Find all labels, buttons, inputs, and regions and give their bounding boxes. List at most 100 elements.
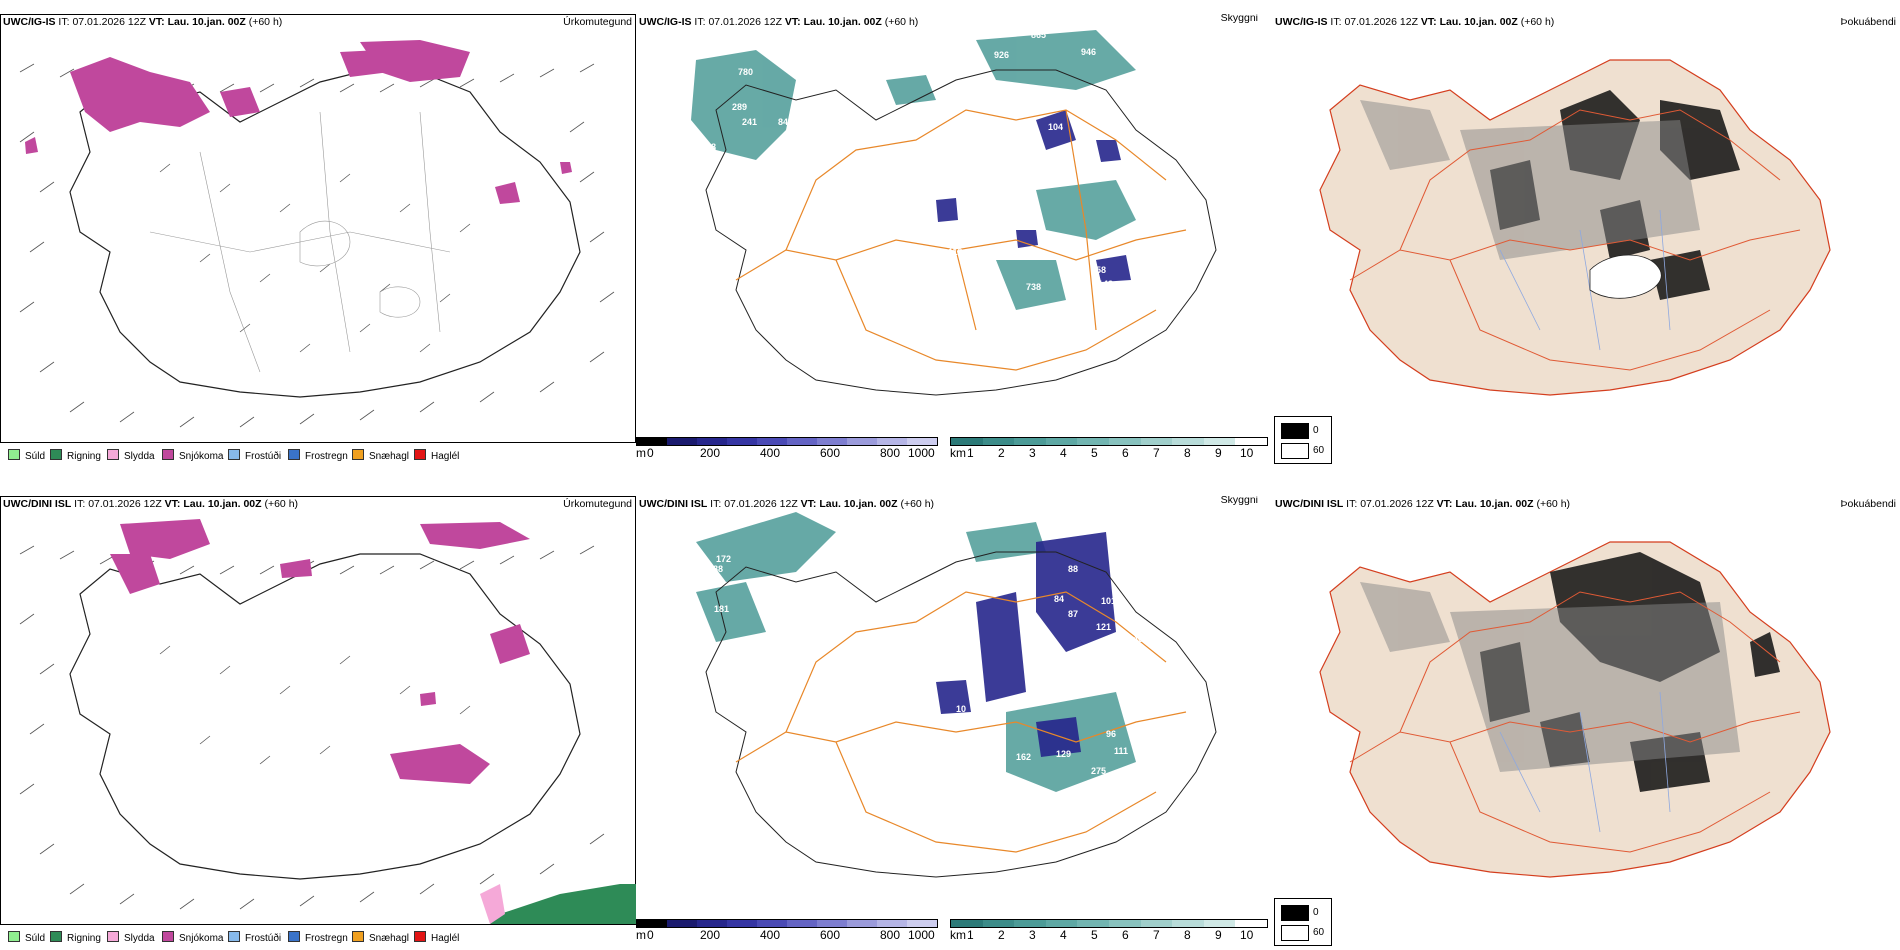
legend-label: Snæhagl bbox=[369, 451, 410, 462]
cbar-seg bbox=[637, 920, 667, 927]
vt-value: Lau. 10.jan. 00Z bbox=[1455, 498, 1534, 510]
vt-value: Lau. 10.jan. 00Z bbox=[803, 16, 882, 28]
cbar-seg bbox=[877, 920, 907, 927]
cbar-seg bbox=[1140, 438, 1173, 445]
cbar-seg bbox=[1140, 920, 1173, 927]
cbar-tick: 200 bbox=[700, 928, 721, 942]
fog-low-label: 0 bbox=[1313, 425, 1319, 436]
vis-value: 946 bbox=[1081, 47, 1096, 57]
cbar-seg bbox=[847, 920, 877, 927]
vis-value: 162 bbox=[1016, 752, 1031, 762]
swatch bbox=[352, 931, 364, 942]
vis-value: 87 bbox=[1068, 609, 1078, 619]
lead-time: (+60 h) bbox=[264, 498, 299, 510]
swatch bbox=[288, 931, 300, 942]
vis-value: 189 bbox=[956, 132, 971, 142]
vis-value: 101 bbox=[1101, 596, 1116, 606]
it-label: IT: bbox=[58, 16, 70, 28]
legend-item: Frostúði bbox=[228, 931, 281, 944]
it-value: 07.01.2026 12Z bbox=[72, 16, 146, 28]
legend-item: Snæhagl bbox=[352, 449, 410, 462]
legend-label: Súld bbox=[25, 451, 46, 462]
swatch bbox=[50, 449, 62, 460]
vt-label: VT: bbox=[800, 498, 817, 510]
cbar-seg bbox=[1014, 438, 1046, 445]
vt-value: Lau. 10.jan. 00Z bbox=[167, 16, 246, 28]
cbar-seg bbox=[697, 438, 727, 445]
iceland-outline bbox=[69, 553, 581, 880]
cbar-tick: 6 bbox=[1122, 928, 1129, 942]
cbar-tick: 1000 bbox=[908, 928, 935, 942]
precip-panel-bottom: UWC/DINI ISL IT: 07.01.2026 12Z VT: Lau.… bbox=[0, 496, 636, 948]
cbar-tick: 9 bbox=[1215, 446, 1222, 460]
cbar-seg bbox=[667, 438, 697, 445]
swatch bbox=[162, 931, 174, 942]
cbar-seg bbox=[951, 920, 983, 927]
model-name: UWC/IG-IS bbox=[1275, 16, 1328, 28]
colorbar-km-bottom bbox=[950, 919, 1268, 928]
legend-item: Frostúði bbox=[228, 449, 281, 462]
swatch bbox=[414, 449, 426, 460]
vt-label: VT: bbox=[1420, 16, 1437, 28]
swatch bbox=[228, 449, 240, 460]
precip-legend-top: Súld Rigning Slydda Snjókoma Frostúði Fr… bbox=[0, 442, 636, 467]
fog-swatch-low bbox=[1281, 905, 1309, 921]
cbar-tick: 600 bbox=[820, 928, 841, 942]
vis-value: 10 bbox=[956, 704, 966, 714]
cbar-seg bbox=[787, 438, 817, 445]
vis-value: 84 bbox=[1054, 594, 1064, 604]
cbar-seg bbox=[1045, 920, 1078, 927]
visibility-fill-m bbox=[936, 110, 1131, 282]
header: UWC/IG-IS IT: 07.01.2026 12Z VT: Lau. 10… bbox=[0, 14, 636, 32]
vt-label: VT: bbox=[1436, 498, 1453, 510]
snowfall-areas bbox=[25, 40, 572, 204]
swatch bbox=[8, 449, 20, 460]
lead-time: (+60 h) bbox=[884, 16, 919, 28]
cbar-tick: 800 bbox=[880, 446, 901, 460]
vis-value: 190 bbox=[1048, 689, 1063, 699]
panel-title: Þokuábendi bbox=[1840, 16, 1896, 28]
legend-item: Slydda bbox=[107, 449, 155, 462]
legend-item: Súld bbox=[8, 449, 46, 462]
legend-item: Snjókoma bbox=[162, 449, 224, 462]
legend-label: Frostregn bbox=[305, 451, 348, 462]
swatch bbox=[162, 449, 174, 460]
legend-item: Frostregn bbox=[288, 931, 348, 944]
panel-title: Skyggni bbox=[1220, 14, 1258, 24]
it-value: 07.01.2026 12Z bbox=[708, 16, 782, 28]
fog-high-label: 60 bbox=[1313, 445, 1325, 456]
fog-map-bottom bbox=[1319, 541, 1831, 878]
legend-label: Rigning bbox=[67, 451, 101, 462]
it-value: 07.01.2026 12Z bbox=[88, 498, 162, 510]
it-label: IT: bbox=[1330, 16, 1342, 28]
vis-value: 188 bbox=[708, 564, 723, 574]
panel-title: Úrkomutegund bbox=[563, 498, 632, 510]
cbar-tick: 400 bbox=[760, 446, 781, 460]
vis-value: 121 bbox=[1096, 622, 1111, 632]
vis-value: 104 bbox=[1048, 122, 1063, 132]
legend-label: Snjókoma bbox=[179, 451, 224, 462]
panel-title: Úrkomutegund bbox=[563, 16, 632, 28]
visibility-fill-km bbox=[691, 30, 1136, 310]
legend-label: Haglél bbox=[431, 933, 460, 944]
vis-value: 436 bbox=[806, 123, 821, 133]
swatch bbox=[107, 931, 119, 942]
cbar-seg bbox=[1235, 920, 1267, 927]
lead-time: (+60 h) bbox=[900, 498, 935, 510]
swatch bbox=[8, 931, 20, 942]
vis-value: 119 bbox=[948, 247, 963, 257]
lead-time: (+60 h) bbox=[1520, 16, 1555, 28]
cbar-seg bbox=[757, 438, 787, 445]
legend-item: Snjókoma bbox=[162, 931, 223, 944]
legend-item: Haglél bbox=[414, 931, 460, 944]
cbar-tick: 10 bbox=[1240, 446, 1254, 460]
swatch bbox=[414, 931, 426, 942]
cbar-seg bbox=[1235, 438, 1267, 445]
cbar-tick: 9 bbox=[1215, 928, 1222, 942]
fog-legend-bottom: 0 60 bbox=[1274, 898, 1332, 946]
cbar-unit: km bbox=[950, 446, 966, 460]
header: UWC/DINI ISL IT: 07.01.2026 12Z VT: Lau.… bbox=[636, 496, 1272, 514]
vt-value: Lau. 10.jan. 00Z bbox=[1439, 16, 1518, 28]
model-name: UWC/IG-IS bbox=[639, 16, 692, 28]
colorbar-m-top bbox=[636, 437, 938, 446]
